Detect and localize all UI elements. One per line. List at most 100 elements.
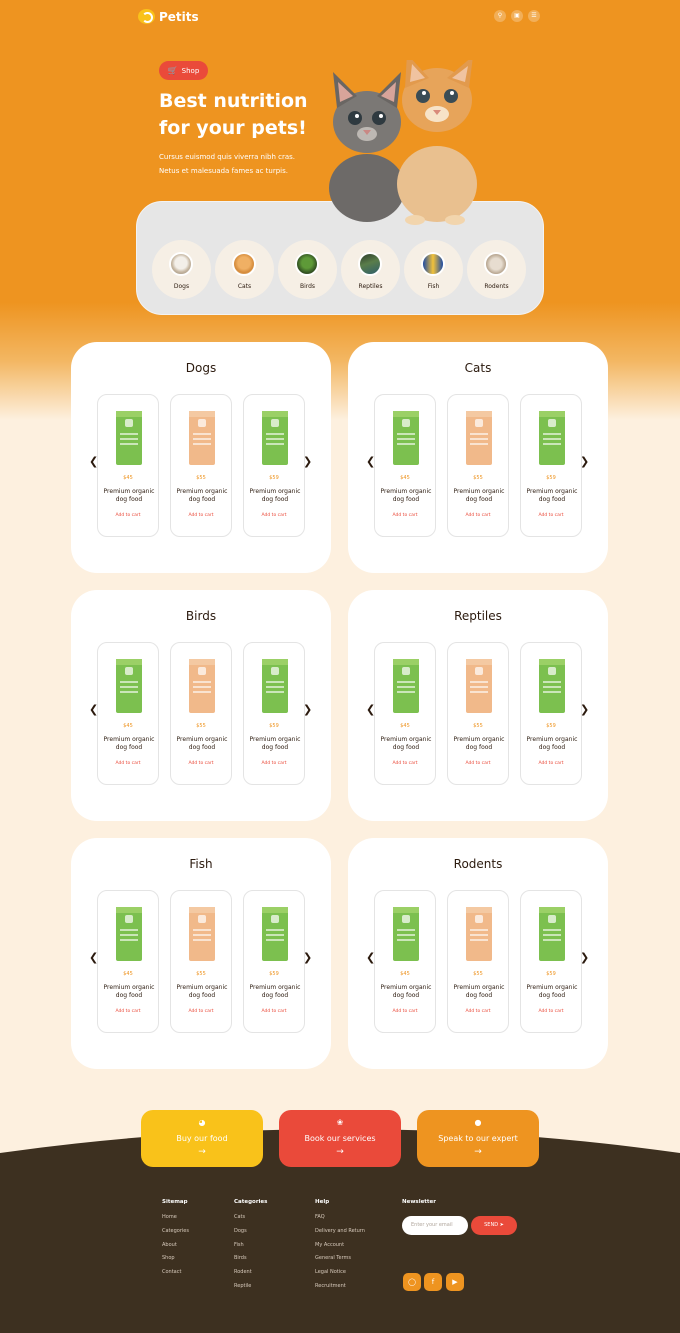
- category-reptiles[interactable]: Reptiles: [341, 240, 400, 299]
- footer-link[interactable]: Home: [162, 1214, 177, 1220]
- footer-help: Help FAQ Delivery and Return My Account …: [315, 1199, 365, 1297]
- product-card[interactable]: $59 Premium organic dog food Add to cart: [520, 642, 582, 785]
- chevron-left-icon[interactable]: ❮: [89, 951, 99, 964]
- dog-icon: [169, 252, 193, 276]
- search-icon[interactable]: ⚲: [494, 10, 506, 22]
- product-name: Premium organic dog food: [526, 488, 578, 503]
- footer-link[interactable]: General Terms: [315, 1255, 352, 1262]
- product-section-reptiles: Reptiles ❮ ❯ $45 Premium organic dog food Add…: [348, 590, 608, 821]
- add-to-cart-button[interactable]: Add to cart: [392, 513, 418, 518]
- product-card[interactable]: $55 Premium organic dog food Add to cart: [170, 642, 232, 785]
- add-to-cart-button[interactable]: Add to cart: [261, 1009, 287, 1014]
- footer-link[interactable]: Reptile: [234, 1282, 252, 1289]
- add-to-cart-button[interactable]: Add to cart: [115, 761, 141, 766]
- product-card[interactable]: $59 Premium organic dog food Add to cart: [520, 890, 582, 1033]
- instagram-icon[interactable]: ◯: [403, 1273, 421, 1291]
- add-to-cart-button[interactable]: Add to cart: [538, 513, 564, 518]
- chevron-left-icon[interactable]: ❮: [89, 703, 99, 716]
- book-services-button[interactable]: ❀ Book our services →: [279, 1110, 401, 1167]
- footer-link[interactable]: My Account: [315, 1241, 345, 1248]
- product-card[interactable]: $45 Premium organic dog food Add to cart: [97, 394, 159, 537]
- facebook-icon[interactable]: f: [424, 1273, 442, 1291]
- chevron-left-icon[interactable]: ❮: [366, 951, 376, 964]
- footer-newsletter: Newsletter: [402, 1199, 437, 1205]
- footer-link[interactable]: Fish: [234, 1241, 244, 1248]
- chevron-right-icon[interactable]: ❯: [580, 455, 590, 468]
- youtube-icon[interactable]: ▶: [446, 1273, 464, 1291]
- product-card[interactable]: $45 Premium organic dog food Add to cart: [97, 642, 159, 785]
- send-icon: ➤: [499, 1222, 504, 1228]
- footer-link[interactable]: Dogs: [234, 1227, 247, 1234]
- product-price: $55: [473, 723, 483, 729]
- footer-link[interactable]: FAQ: [315, 1214, 325, 1220]
- product-name: Premium organic dog food: [380, 488, 432, 503]
- add-to-cart-button[interactable]: Add to cart: [115, 513, 141, 518]
- footer-link[interactable]: Rodent: [234, 1269, 252, 1276]
- add-to-cart-button[interactable]: Add to cart: [392, 761, 418, 766]
- footer-link[interactable]: Delivery and Return: [315, 1227, 365, 1234]
- category-cats[interactable]: Cats: [215, 240, 274, 299]
- footer-link[interactable]: Recruitment: [315, 1282, 346, 1289]
- add-to-cart-button[interactable]: Add to cart: [261, 513, 287, 518]
- product-card[interactable]: $55 Premium organic dog food Add to cart: [447, 890, 509, 1033]
- product-card[interactable]: $59 Premium organic dog food Add to cart: [243, 394, 305, 537]
- footer-link[interactable]: Contact: [162, 1269, 182, 1276]
- chevron-right-icon[interactable]: ❯: [303, 703, 313, 716]
- newsletter-email-input[interactable]: Enter your email: [402, 1216, 468, 1235]
- add-to-cart-button[interactable]: Add to cart: [188, 761, 214, 766]
- product-card[interactable]: $45 Premium organic dog food Add to cart: [374, 890, 436, 1033]
- add-to-cart-button[interactable]: Add to cart: [465, 1009, 491, 1014]
- category-birds[interactable]: Birds: [278, 240, 337, 299]
- footer-link[interactable]: Birds: [234, 1255, 247, 1262]
- menu-icon[interactable]: ☰: [528, 10, 540, 22]
- kittens-image: [329, 60, 477, 225]
- add-to-cart-button[interactable]: Add to cart: [465, 761, 491, 766]
- category-rodents[interactable]: Rodents: [467, 240, 526, 299]
- chevron-right-icon[interactable]: ❯: [303, 455, 313, 468]
- cart-icon[interactable]: ▣: [511, 10, 523, 22]
- product-name: Premium organic dog food: [526, 736, 578, 751]
- add-to-cart-button[interactable]: Add to cart: [538, 1009, 564, 1014]
- chevron-left-icon[interactable]: ❮: [366, 703, 376, 716]
- shop-button[interactable]: 🛒 Shop: [159, 61, 208, 80]
- footer-link[interactable]: Categories: [162, 1227, 189, 1234]
- spa-icon: ❀: [336, 1118, 344, 1127]
- product-card[interactable]: $55 Premium organic dog food Add to cart: [447, 394, 509, 537]
- product-name: Premium organic dog food: [526, 984, 578, 999]
- product-card[interactable]: $59 Premium organic dog food Add to cart: [243, 642, 305, 785]
- newsletter-send-button[interactable]: SEND ➤: [471, 1216, 517, 1235]
- food-bag-image: [539, 411, 565, 465]
- add-to-cart-button[interactable]: Add to cart: [465, 513, 491, 518]
- buy-food-button[interactable]: ◕ Buy our food →: [141, 1110, 263, 1167]
- footer-link[interactable]: Cats: [234, 1214, 246, 1220]
- chevron-right-icon[interactable]: ❯: [303, 951, 313, 964]
- product-card[interactable]: $45 Premium organic dog food Add to cart: [374, 642, 436, 785]
- chevron-left-icon[interactable]: ❮: [89, 455, 99, 468]
- footer-link[interactable]: Shop: [162, 1255, 175, 1262]
- chevron-right-icon[interactable]: ❯: [580, 951, 590, 964]
- category-fish[interactable]: Fish: [404, 240, 463, 299]
- product-card[interactable]: $55 Premium organic dog food Add to cart: [170, 890, 232, 1033]
- add-to-cart-button[interactable]: Add to cart: [392, 1009, 418, 1014]
- product-card[interactable]: $59 Premium organic dog food Add to cart: [520, 394, 582, 537]
- add-to-cart-button[interactable]: Add to cart: [538, 761, 564, 766]
- category-dogs[interactable]: Dogs: [152, 240, 211, 299]
- chevron-right-icon[interactable]: ❯: [580, 703, 590, 716]
- add-to-cart-button[interactable]: Add to cart: [115, 1009, 141, 1014]
- footer-link[interactable]: About: [162, 1241, 177, 1248]
- logo[interactable]: Petits: [138, 9, 199, 24]
- product-card[interactable]: $55 Premium organic dog food Add to cart: [170, 394, 232, 537]
- product-card[interactable]: $45 Premium organic dog food Add to cart: [97, 890, 159, 1033]
- chevron-left-icon[interactable]: ❮: [366, 455, 376, 468]
- product-card[interactable]: $59 Premium organic dog food Add to cart: [243, 890, 305, 1033]
- food-bag-image: [393, 907, 419, 961]
- product-card[interactable]: $45 Premium organic dog food Add to cart: [374, 394, 436, 537]
- product-card[interactable]: $55 Premium organic dog food Add to cart: [447, 642, 509, 785]
- add-to-cart-button[interactable]: Add to cart: [261, 761, 287, 766]
- add-to-cart-button[interactable]: Add to cart: [188, 513, 214, 518]
- header-icons: ⚲ ▣ ☰: [494, 10, 540, 22]
- add-to-cart-button[interactable]: Add to cart: [188, 1009, 214, 1014]
- speak-expert-button[interactable]: ● Speak to our expert →: [417, 1110, 539, 1167]
- footer-link[interactable]: Legal Notice: [315, 1269, 346, 1276]
- product-price: $59: [269, 971, 279, 977]
